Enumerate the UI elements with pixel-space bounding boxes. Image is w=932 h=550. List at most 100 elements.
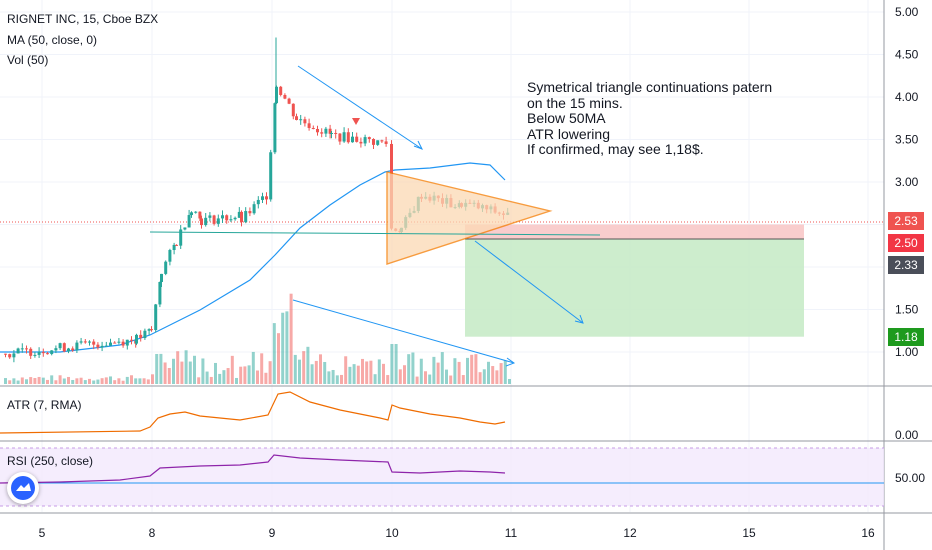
candle-body (67, 348, 70, 352)
tradingview-logo[interactable] (7, 472, 39, 504)
volume-bar (403, 365, 406, 384)
candle-body (328, 128, 332, 134)
volume-bar (281, 312, 285, 384)
volume-bar (264, 372, 268, 384)
candle-body (179, 229, 183, 246)
candle-body (71, 348, 75, 351)
target-zone (465, 238, 804, 337)
ma-legend[interactable]: MA (50, close, 0) (7, 33, 98, 47)
last-price-label: 2.53 (888, 212, 924, 230)
candle-body (20, 348, 24, 350)
candle-body (237, 211, 241, 218)
volume-bar (146, 379, 150, 384)
candle-body (183, 227, 187, 230)
candle-body (330, 132, 333, 134)
rsi-pane (0, 447, 884, 507)
candle-body (54, 348, 58, 351)
volume-bar (184, 350, 188, 384)
arrowhead (574, 314, 584, 324)
candle-body (244, 211, 248, 223)
candle-body (96, 344, 100, 348)
volume-bar (214, 362, 217, 384)
volume-bar (335, 375, 339, 384)
candle-body (346, 132, 350, 143)
atr-legend[interactable]: ATR (7, RMA) (7, 398, 82, 412)
time-tick-label: 5 (39, 526, 46, 540)
volume-bar (285, 311, 289, 384)
sell-marker (352, 118, 360, 125)
volume-bar (352, 364, 356, 384)
volume-bar (218, 373, 222, 384)
candle-body (121, 341, 125, 346)
volume-bar (92, 380, 96, 384)
candle-body (79, 341, 83, 343)
volume-bar (71, 379, 75, 384)
candle-body (62, 343, 66, 352)
volume-bar (503, 360, 507, 384)
target-price-label: 1.18 (888, 328, 924, 346)
candle-body (311, 127, 315, 129)
volume-bar (33, 378, 37, 384)
volume-bar (302, 351, 306, 384)
volume-bar (356, 365, 360, 384)
volume-bar (239, 366, 243, 384)
volume-bar (180, 361, 184, 384)
volume-bar (470, 354, 474, 384)
volume-bar (377, 359, 381, 384)
symbol-legend[interactable]: RIGNET INC, 15, Cboe BZX (7, 12, 159, 26)
candle-body (372, 138, 375, 145)
volume-bar (449, 375, 453, 384)
candle-body (225, 215, 229, 221)
volume-bar (487, 361, 490, 384)
volume-bar (478, 372, 482, 384)
volume-bar (104, 377, 108, 384)
volume-bar (29, 377, 33, 384)
volume-bar (314, 360, 318, 384)
drawings (149, 65, 601, 367)
volume-bar (382, 363, 385, 384)
candle-body (279, 86, 283, 95)
volume-bar (67, 376, 70, 384)
candle-body (376, 140, 380, 145)
candle-body (29, 348, 33, 356)
price-tick-label: 5.00 (895, 5, 919, 19)
volume-bar (411, 352, 415, 384)
candle-body (265, 196, 268, 200)
candle-body (46, 353, 49, 355)
volume-bar (79, 377, 83, 384)
arrowhead (505, 357, 516, 367)
price-tick-label: 1.00 (895, 345, 919, 359)
volume-bar (176, 351, 180, 384)
vol-legend[interactable]: Vol (50) (7, 53, 49, 67)
volume-bar (390, 344, 394, 384)
candle-body (117, 341, 121, 343)
note-line: Symetrical triangle continuations patern (527, 79, 773, 95)
time-tick-label: 12 (623, 526, 637, 540)
candle-body (287, 98, 291, 104)
volume-bar (419, 358, 423, 384)
volume-bar (453, 358, 457, 384)
candle-body (37, 352, 41, 355)
note-line: on the 15 mins. (527, 94, 623, 111)
volume-bar (466, 357, 469, 384)
rsi-band (0, 448, 884, 506)
volume-bar (172, 358, 175, 384)
volume-bar (209, 376, 213, 384)
volume-bar (482, 369, 486, 384)
candle-body (380, 140, 384, 142)
candle-body (273, 103, 277, 153)
volume-bar (327, 371, 331, 384)
volume-bar (142, 378, 146, 384)
volume-bar (138, 378, 142, 384)
volume-bar (491, 366, 495, 384)
rsi-legend[interactable]: RSI (250, close) (7, 454, 94, 468)
price-tick-label: 3.00 (895, 175, 919, 189)
volume-bar (440, 352, 444, 384)
volume-bars (4, 293, 511, 384)
volume-bar (243, 366, 247, 384)
volume-bar (235, 377, 238, 384)
time-tick-label: 8 (149, 526, 156, 540)
volume-bar (306, 346, 310, 384)
candle-body (83, 341, 87, 343)
